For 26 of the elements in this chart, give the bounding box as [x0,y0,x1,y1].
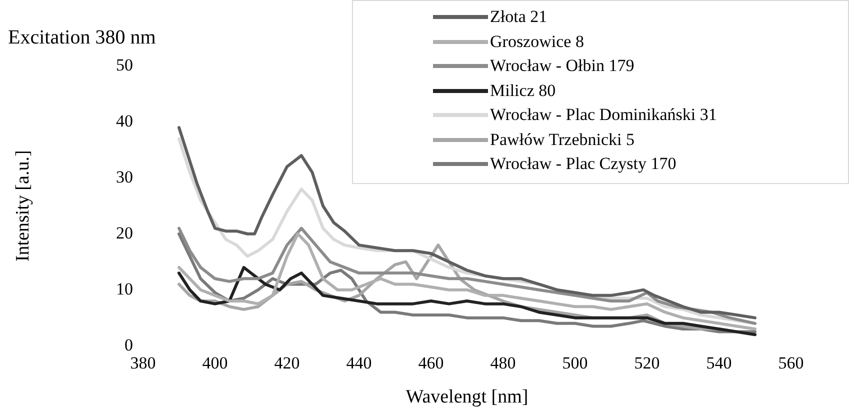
x-tick-label: 440 [346,353,372,372]
legend-label: Pawłów Trzebnicki 5 [490,130,634,150]
y-tick-label: 0 [124,335,133,354]
x-tick-label: 560 [778,353,804,372]
x-tick-label: 480 [490,353,516,372]
legend-label: Milicz 80 [490,80,556,101]
chart-title: Excitation 380 nm [8,26,156,48]
x-tick-label: 400 [202,353,228,372]
x-tick-label: 520 [634,353,660,372]
x-tick-label: 380 [130,353,156,372]
x-axis-title: Wavelengt [nm] [406,386,528,408]
y-tick-label: 40 [116,111,133,130]
legend-label: Złota 21 [490,7,548,28]
y-tick-label: 30 [116,167,133,186]
legend-label: Groszowice 8 [490,32,584,52]
y-tick-label: 50 [116,55,133,74]
x-tick-label: 420 [274,353,300,372]
y-axis-title: Intensity [a.u.] [12,150,34,262]
legend-label: Wrocław - Plac Dominikański 31 [490,105,717,126]
y-tick-label: 20 [116,223,133,242]
y-tick-label: 10 [116,279,133,298]
x-tick-label: 460 [418,353,444,372]
x-tick-label: 500 [562,353,588,372]
legend-label: Wrocław - Ołbin 179 [490,56,634,76]
legend-label: Wrocław - Plac Czysty 170 [490,154,676,174]
x-tick-label: 540 [706,353,732,372]
